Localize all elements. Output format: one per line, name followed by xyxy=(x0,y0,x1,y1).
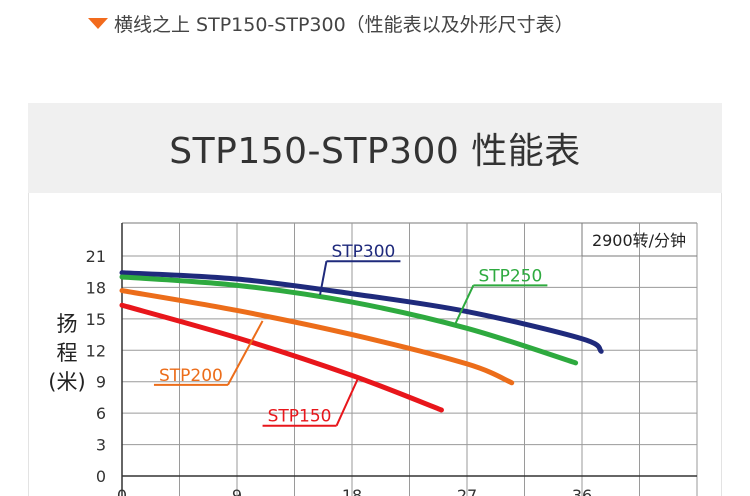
section-heading: 横线之上 STP150-STP300（性能表以及外形尺寸表） xyxy=(88,8,574,38)
chart-title: STP150-STP300 性能表 xyxy=(169,131,581,172)
series-label-stp250: STP250 xyxy=(478,266,542,286)
chart-title-band: STP150-STP300 性能表 xyxy=(28,103,722,193)
y-tick-label: 15 xyxy=(86,310,106,329)
x-tick-label: 0 xyxy=(117,486,127,496)
y-tick-label: 12 xyxy=(86,341,106,360)
panel-border-left xyxy=(28,193,29,496)
series-leader-stp300 xyxy=(319,261,328,295)
x-tick-label: 18 xyxy=(342,486,362,496)
triangle-down-icon xyxy=(88,17,108,29)
y-tick-label: 3 xyxy=(96,436,106,455)
y-tick-label: 0 xyxy=(96,467,106,486)
series-line-stp300 xyxy=(119,270,604,354)
y-tick-label: 21 xyxy=(86,247,106,266)
y-axis-label-line: 程 xyxy=(56,341,78,365)
section-heading-text: 横线之上 STP150-STP300（性能表以及外形尺寸表） xyxy=(114,13,574,36)
series-line-stp200 xyxy=(119,288,515,386)
series-line-stp150 xyxy=(119,302,444,413)
series-label-stp300: STP300 xyxy=(332,242,396,262)
series-line-stp250 xyxy=(119,274,579,366)
series-leader-stp250 xyxy=(453,284,475,327)
y-tick-label: 9 xyxy=(96,373,106,392)
y-axis-label-line: 扬 xyxy=(56,312,78,336)
y-axis-label: 扬 程 (米) xyxy=(46,310,88,397)
series-label-stp200: STP200 xyxy=(159,366,223,386)
x-tick-label: 9 xyxy=(232,486,242,496)
x-tick-label: 36 xyxy=(572,486,592,496)
series-leader-stp200 xyxy=(227,320,264,386)
series-leader-stp150 xyxy=(335,377,360,427)
x-tick-label: 27 xyxy=(457,486,477,496)
y-tick-label: 6 xyxy=(96,404,106,423)
y-axis-label-line: (米) xyxy=(48,370,86,394)
panel-border-right xyxy=(721,193,722,496)
series-label-stp150: STP150 xyxy=(268,407,332,427)
speed-note: 2900转/分钟 xyxy=(592,231,686,250)
y-tick-label: 18 xyxy=(86,278,106,297)
